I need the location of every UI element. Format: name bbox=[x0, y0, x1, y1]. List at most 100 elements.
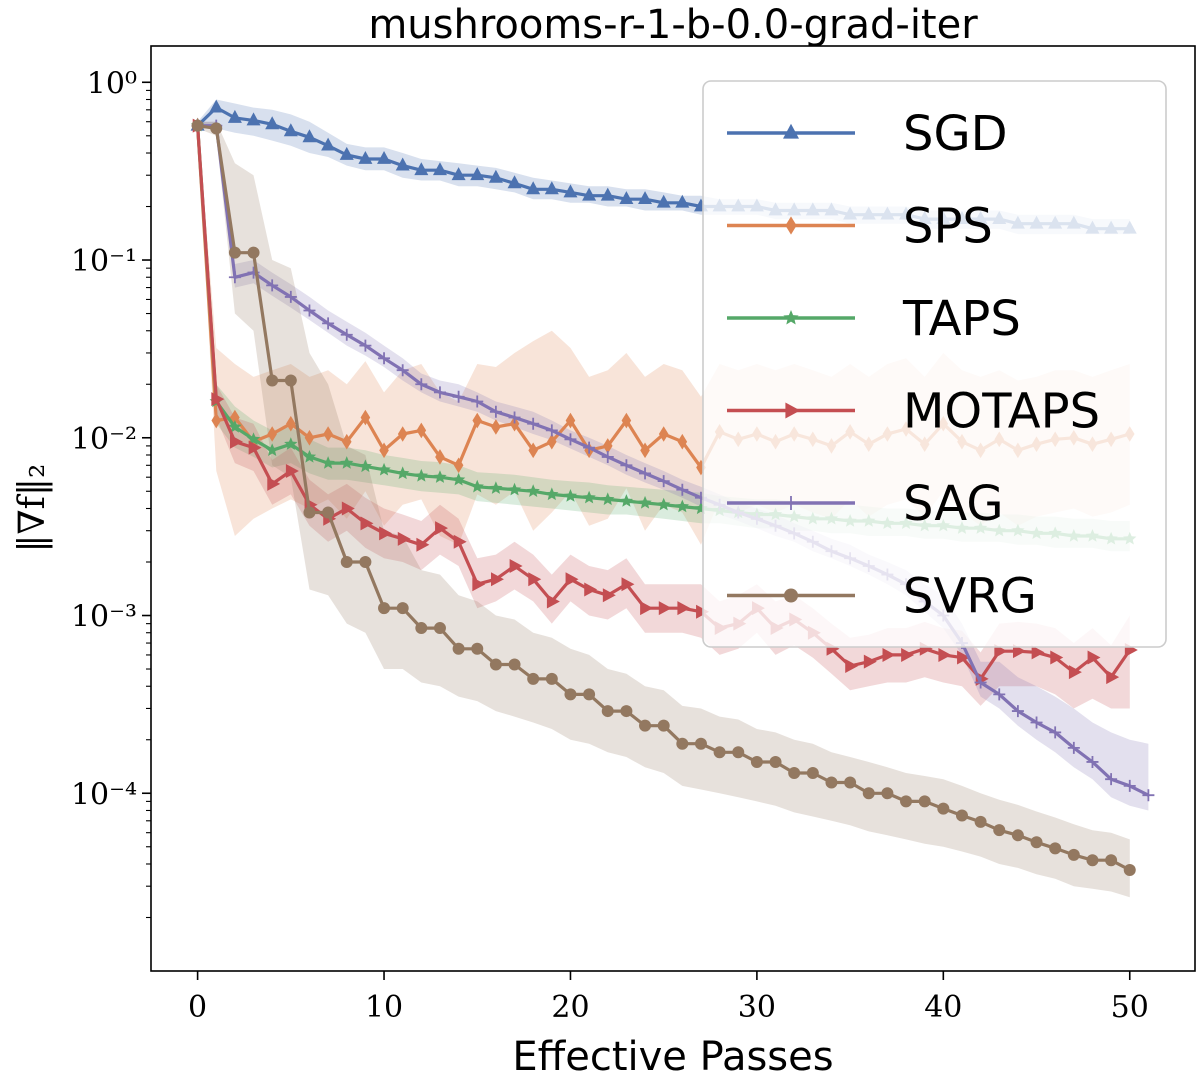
point-svrg bbox=[489, 658, 502, 671]
point-taps bbox=[582, 490, 596, 504]
point-sps bbox=[397, 426, 408, 442]
point-svrg bbox=[396, 602, 409, 615]
legend-label: MOTAPS bbox=[903, 384, 1100, 440]
y-tick-label: 10⁻³ bbox=[71, 600, 137, 635]
point-svrg bbox=[1123, 864, 1136, 877]
band-motaps bbox=[197, 121, 1130, 709]
point-sag bbox=[583, 441, 596, 454]
point-svrg bbox=[844, 776, 857, 789]
point-motaps bbox=[341, 501, 355, 516]
point-svrg bbox=[862, 787, 875, 800]
point-svrg bbox=[1067, 848, 1080, 861]
legend-item-sgd: SGD bbox=[727, 106, 1008, 162]
legend-label: TAPS bbox=[902, 291, 1021, 347]
y-axis: 10⁰ 10⁻¹ 10⁻² 10⁻³ 10⁻⁴ bbox=[71, 66, 151, 919]
point-svrg bbox=[210, 122, 223, 135]
point-sag bbox=[452, 390, 465, 403]
point-svrg bbox=[918, 795, 931, 808]
point-svrg bbox=[1030, 836, 1043, 849]
point-motaps bbox=[938, 647, 952, 662]
point-sag bbox=[1067, 741, 1080, 754]
point-svrg bbox=[657, 719, 670, 732]
point-sgd bbox=[563, 184, 578, 198]
point-svrg bbox=[769, 755, 782, 768]
point-taps bbox=[601, 492, 615, 506]
point-sps bbox=[491, 419, 501, 435]
point-sag bbox=[601, 450, 614, 463]
point-sag bbox=[340, 328, 353, 341]
point-motaps bbox=[267, 476, 281, 491]
point-sag bbox=[433, 386, 446, 399]
point-svrg bbox=[955, 809, 968, 822]
point-motaps bbox=[640, 601, 654, 616]
point-motaps bbox=[435, 521, 449, 536]
point-svrg bbox=[378, 602, 391, 615]
point-svrg bbox=[191, 119, 204, 132]
point-sag bbox=[993, 688, 1006, 701]
legend-marker bbox=[784, 588, 798, 603]
legend-marker bbox=[783, 310, 799, 325]
point-sgd bbox=[209, 99, 224, 113]
point-sgd bbox=[227, 109, 242, 123]
point-sag bbox=[639, 467, 652, 480]
point-sps bbox=[323, 426, 333, 442]
point-sag bbox=[657, 475, 670, 488]
point-motaps bbox=[509, 558, 523, 573]
point-svrg bbox=[433, 622, 446, 635]
point-taps bbox=[302, 449, 317, 463]
point-sag bbox=[322, 317, 335, 330]
point-svrg bbox=[228, 246, 241, 259]
point-motaps bbox=[1106, 670, 1120, 685]
point-motaps bbox=[621, 577, 635, 592]
point-sag bbox=[564, 433, 577, 446]
x-tick-label: 0 bbox=[188, 990, 207, 1025]
point-svrg bbox=[937, 802, 950, 815]
point-sgd bbox=[358, 150, 373, 164]
point-motaps bbox=[1087, 650, 1101, 665]
point-svrg bbox=[732, 746, 745, 759]
point-sps bbox=[416, 422, 427, 439]
legend-marker bbox=[783, 123, 799, 139]
point-taps bbox=[526, 484, 540, 497]
point-svrg bbox=[284, 374, 297, 387]
point-sag bbox=[266, 279, 279, 292]
legend-item-svrg: SVRG bbox=[727, 569, 1037, 625]
legend-marker bbox=[784, 496, 798, 510]
point-sag bbox=[359, 339, 372, 352]
point-sgd bbox=[638, 191, 653, 205]
point-svrg bbox=[471, 642, 484, 655]
point-svrg bbox=[900, 795, 913, 808]
point-svrg bbox=[825, 776, 838, 789]
point-motaps bbox=[565, 572, 579, 587]
point-sag bbox=[620, 459, 633, 472]
point-motaps bbox=[248, 440, 262, 455]
point-sgd bbox=[377, 150, 392, 164]
point-taps bbox=[396, 466, 410, 480]
point-sag bbox=[508, 411, 521, 424]
point-svrg bbox=[545, 672, 558, 685]
point-taps bbox=[377, 462, 391, 476]
point-sps bbox=[565, 412, 576, 429]
point-svrg bbox=[1049, 842, 1062, 855]
point-sgd bbox=[339, 146, 354, 160]
point-sag bbox=[1011, 705, 1024, 718]
x-tick-label: 10 bbox=[365, 990, 403, 1025]
point-sgd bbox=[451, 167, 466, 181]
point-svrg bbox=[993, 824, 1006, 837]
point-taps bbox=[414, 468, 428, 482]
point-svrg bbox=[564, 688, 577, 701]
point-svrg bbox=[247, 246, 260, 259]
point-svrg bbox=[322, 506, 335, 519]
point-sps bbox=[379, 442, 389, 459]
point-sag bbox=[1030, 716, 1043, 729]
point-motaps bbox=[957, 650, 971, 665]
point-sps bbox=[528, 442, 538, 459]
legend-marker bbox=[785, 216, 797, 235]
point-sgd bbox=[265, 116, 280, 130]
point-svrg bbox=[974, 815, 987, 828]
point-motaps bbox=[1050, 650, 1064, 665]
x-tick-label: 20 bbox=[551, 990, 589, 1025]
point-motaps bbox=[229, 434, 243, 449]
point-motaps bbox=[360, 516, 374, 531]
legend-item-motaps: MOTAPS bbox=[727, 384, 1100, 440]
